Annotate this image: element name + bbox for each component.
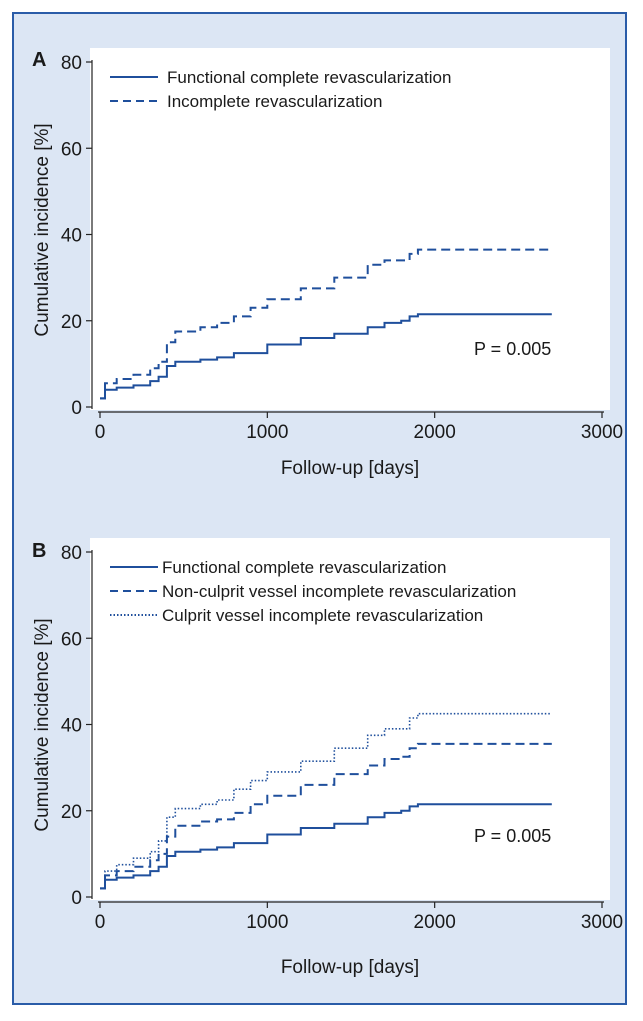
panel-letter: A	[32, 49, 46, 71]
p-value-annotation: P = 0.005	[474, 339, 551, 359]
p-value-annotation: P = 0.005	[474, 826, 551, 846]
chart-panel-a: A Follow-up [days] Cumulative incidence …	[32, 49, 623, 479]
x-tick-label: 3000	[581, 912, 623, 933]
y-axis-label: Cumulative incidence [%]	[32, 618, 53, 831]
legend-label: Non-culprit vessel incomplete revascular…	[162, 582, 516, 601]
y-axis-label: Cumulative incidence [%]	[32, 123, 53, 336]
plot-area-b	[90, 538, 610, 900]
plot-area-a	[90, 48, 610, 410]
y-tick-label: 60	[61, 139, 82, 160]
y-tick-label: 40	[61, 716, 82, 737]
panel-letter: B	[32, 540, 46, 562]
legend-label: Functional complete revascularization	[162, 558, 446, 577]
series-line-dashed	[100, 248, 552, 400]
x-tick-label: 0	[95, 912, 106, 933]
x-axis-label: Follow-up [days]	[281, 957, 419, 978]
y-tick-label: 20	[61, 312, 82, 333]
x-tick-label: 0	[95, 422, 106, 443]
legend: Functional complete revascularization No…	[162, 558, 516, 625]
series-line-dotted	[100, 712, 552, 890]
y-tick-label: 80	[61, 53, 82, 74]
x-tick-label: 1000	[246, 422, 288, 443]
y-tick-label: 0	[71, 398, 82, 419]
series-line-solid	[100, 313, 552, 400]
x-tick-label: 2000	[414, 422, 456, 443]
x-axis-label: Follow-up [days]	[281, 458, 419, 479]
y-tick-label: 20	[61, 802, 82, 823]
x-tick-label: 1000	[246, 912, 288, 933]
y-tick-label: 60	[61, 629, 82, 650]
legend-label: Functional complete revascularization	[167, 68, 451, 87]
series-line-dashed	[100, 742, 552, 890]
chart-panel-b: B Follow-up [days] Cumulative incidence …	[32, 540, 623, 978]
legend-label: Culprit vessel incomplete revascularizat…	[162, 606, 483, 625]
x-tick-label: 2000	[414, 912, 456, 933]
legend-label: Incomplete revascularization	[167, 92, 382, 111]
y-tick-label: 40	[61, 226, 82, 247]
y-tick-label: 0	[71, 888, 82, 909]
x-tick-label: 3000	[581, 422, 623, 443]
legend: Functional complete revascularization In…	[167, 68, 451, 111]
y-tick-label: 80	[61, 543, 82, 564]
series-line-solid	[100, 803, 552, 890]
